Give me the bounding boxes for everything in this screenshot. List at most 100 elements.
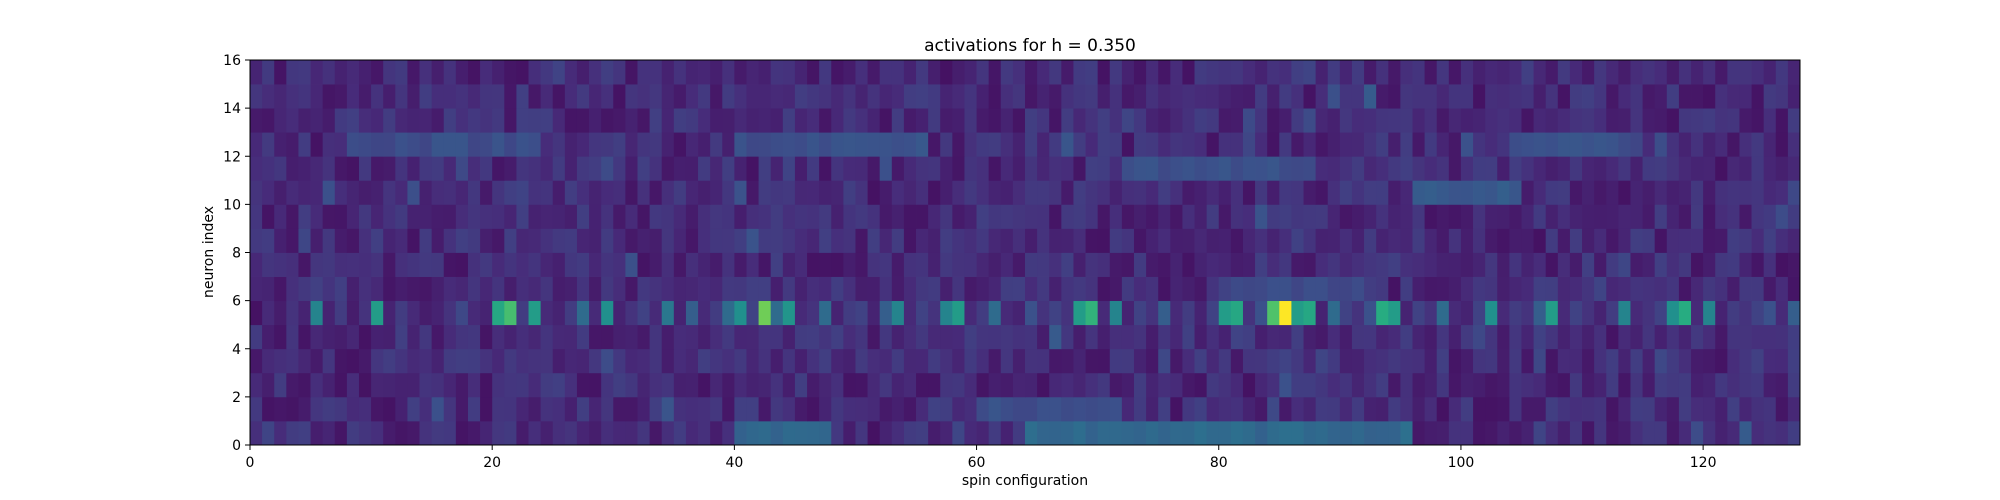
heatmap-cell <box>758 300 772 326</box>
heatmap-cell <box>1424 228 1438 253</box>
heatmap-cell <box>1448 420 1462 446</box>
heatmap-cell <box>976 156 990 181</box>
heatmap-cell <box>831 324 844 350</box>
heatmap-cell <box>1763 276 1777 302</box>
heatmap-cell <box>794 60 808 85</box>
heatmap-cell <box>807 372 820 398</box>
heatmap-cell <box>1133 108 1147 133</box>
heatmap-cell <box>1085 132 1099 157</box>
heatmap-cell <box>940 252 953 277</box>
heatmap-cell <box>1121 420 1135 446</box>
heatmap-cell <box>1121 108 1135 133</box>
heatmap-cell <box>1146 372 1159 398</box>
heatmap-cell <box>661 420 675 446</box>
heatmap-cell <box>1242 372 1256 398</box>
heatmap-cell <box>407 396 420 422</box>
heatmap-cell <box>1630 252 1643 277</box>
heatmap-cell <box>528 180 542 205</box>
heatmap-cell <box>1194 108 1208 133</box>
heatmap-cell <box>891 204 905 229</box>
heatmap-cell <box>310 372 324 398</box>
heatmap-cell <box>1037 108 1050 133</box>
heatmap-cell <box>455 60 469 85</box>
heatmap-cell <box>431 348 445 374</box>
heatmap-cell <box>1775 276 1789 302</box>
heatmap-cell <box>1703 276 1716 302</box>
heatmap-cell <box>492 156 505 181</box>
heatmap-cell <box>891 300 905 326</box>
heatmap-cell <box>916 108 929 133</box>
heatmap-cell <box>1533 156 1547 181</box>
heatmap-cell <box>564 180 578 205</box>
heatmap-cell <box>940 60 953 85</box>
heatmap-cell <box>1763 60 1777 85</box>
heatmap-cell <box>1715 228 1728 253</box>
heatmap-cell <box>1703 180 1716 205</box>
heatmap-cell <box>576 156 590 181</box>
heatmap-cell <box>891 420 905 446</box>
heatmap-cell <box>1327 84 1341 109</box>
heatmap-cell <box>952 348 965 374</box>
heatmap-cell <box>1569 156 1583 181</box>
heatmap-cell <box>419 396 433 422</box>
heatmap-cell <box>589 84 602 109</box>
heatmap-cell <box>1388 276 1401 302</box>
heatmap-cell <box>1339 156 1353 181</box>
heatmap-cell <box>746 348 759 374</box>
heatmap-cell <box>1073 276 1086 302</box>
heatmap-cell <box>1521 108 1534 133</box>
heatmap-cell <box>649 156 663 181</box>
heatmap-cell <box>1170 228 1183 253</box>
heatmap-cell <box>1654 276 1668 302</box>
heatmap-cell <box>1412 156 1426 181</box>
heatmap-cell <box>1739 108 1752 133</box>
heatmap-cell <box>1715 156 1728 181</box>
heatmap-cell <box>807 420 820 446</box>
heatmap-cell <box>891 60 905 85</box>
heatmap-cell <box>831 396 844 422</box>
heatmap-cell <box>1400 132 1413 157</box>
heatmap-cell <box>928 108 941 133</box>
heatmap-cell <box>322 252 336 277</box>
heatmap-cell <box>1097 396 1111 422</box>
heatmap-cell <box>1727 156 1740 181</box>
heatmap-cell <box>1594 204 1607 229</box>
heatmap-cell <box>1630 108 1643 133</box>
heatmap-cell <box>613 276 626 302</box>
heatmap-cell <box>1133 420 1147 446</box>
heatmap-cell <box>1158 276 1171 302</box>
heatmap-cell <box>722 372 735 398</box>
heatmap-cell <box>867 420 881 446</box>
heatmap-cell <box>1230 60 1244 85</box>
heatmap-cell <box>1509 180 1522 205</box>
heatmap-cell <box>455 228 469 253</box>
heatmap-cell <box>358 108 372 133</box>
heatmap-cell <box>1691 156 1704 181</box>
heatmap-cell <box>758 420 772 446</box>
heatmap-cell <box>1267 300 1280 326</box>
heatmap-cell <box>1739 372 1752 398</box>
heatmap-cell <box>734 372 747 398</box>
heatmap-cell <box>1339 228 1353 253</box>
heatmap-cell <box>262 228 275 253</box>
heatmap-cell <box>1582 228 1595 253</box>
heatmap-cell <box>1424 132 1438 157</box>
heatmap-cell <box>685 420 699 446</box>
heatmap-cell <box>722 348 735 374</box>
heatmap-cell <box>1388 108 1401 133</box>
heatmap-cell <box>443 348 457 374</box>
heatmap-cell <box>1242 108 1256 133</box>
heatmap-cell <box>516 252 529 277</box>
heatmap-cell <box>1448 60 1462 85</box>
heatmap-cell <box>1376 60 1389 85</box>
heatmap-cell <box>879 324 893 350</box>
heatmap-cell <box>1109 276 1123 302</box>
heatmap-cell <box>782 60 796 85</box>
heatmap-cell <box>346 228 360 253</box>
heatmap-cell <box>407 108 420 133</box>
heatmap-cell <box>504 300 517 326</box>
heatmap-cell <box>310 396 324 422</box>
heatmap-cell <box>976 348 990 374</box>
heatmap-cell <box>1097 252 1111 277</box>
heatmap-cell <box>576 252 590 277</box>
